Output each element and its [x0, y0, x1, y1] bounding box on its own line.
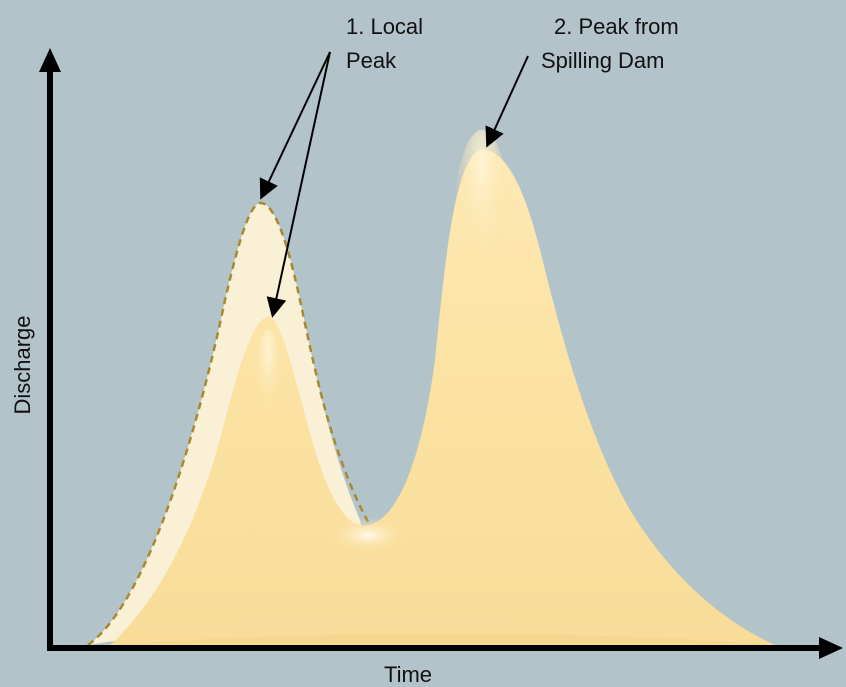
- y-axis-label: Discharge: [10, 315, 35, 414]
- dam-peak-highlight: [452, 130, 512, 350]
- dam-peak-label-line1: 2. Peak from: [554, 14, 679, 39]
- dam-hydrograph-area: [110, 149, 775, 646]
- hydrograph-base-shadow: [110, 633, 775, 645]
- local-peak-label-line2: Peak: [346, 48, 397, 73]
- x-axis-label: Time: [384, 662, 432, 687]
- y-axis-arrow-head-icon: [39, 48, 61, 72]
- local-peak-label-line1: 1. Local: [346, 14, 423, 39]
- natural-local-peak-outline: [87, 201, 370, 647]
- local-peak-arrow-natural: [259, 51, 331, 200]
- local-peak-arrow-reduced: [266, 51, 331, 318]
- x-axis-arrow-head-icon: [819, 637, 843, 659]
- valley-highlight: [328, 517, 408, 553]
- dam-peak-label-line2: Spilling Dam: [541, 48, 665, 73]
- dam-peak-arrow: [485, 55, 529, 148]
- local-peak-highlight: [252, 330, 284, 470]
